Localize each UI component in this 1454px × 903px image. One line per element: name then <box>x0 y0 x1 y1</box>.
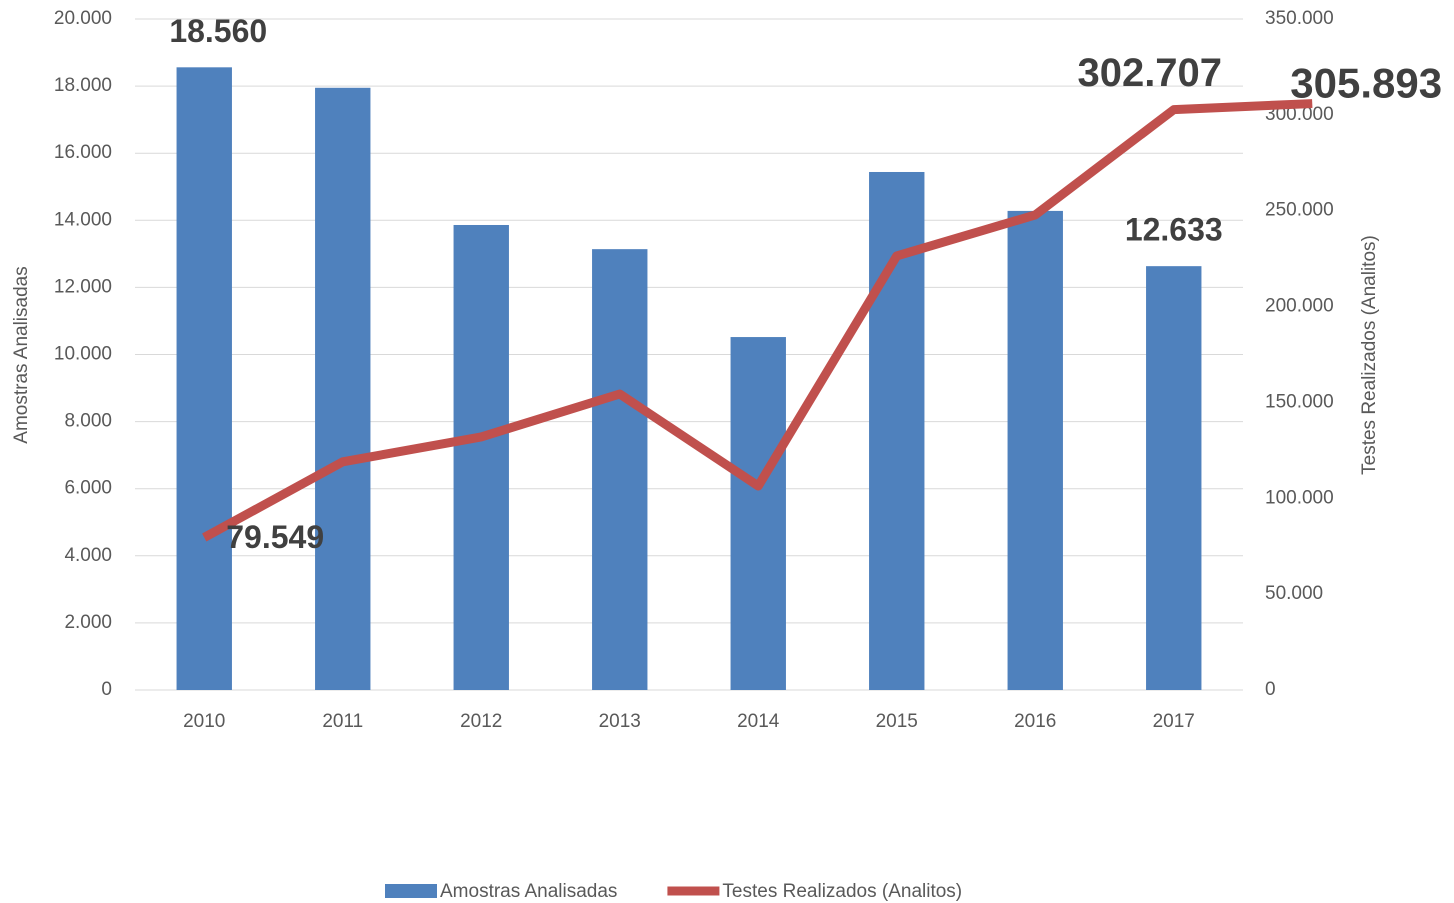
data-label: 18.560 <box>169 13 267 49</box>
x-tick-label: 2014 <box>737 711 780 732</box>
bar <box>592 249 648 690</box>
data-label: 305.893 <box>1290 60 1442 107</box>
data-label: 302.707 <box>1077 51 1222 95</box>
y2-tick-label: 250.000 <box>1265 200 1334 221</box>
legend-label: Amostras Analisadas <box>440 881 617 902</box>
legend-swatch <box>385 884 437 898</box>
bar <box>176 67 232 690</box>
y-tick-label: 20.000 <box>54 8 112 29</box>
y-tick-label: 10.000 <box>54 344 112 365</box>
y-axis-title: Amostras Analisadas <box>11 266 32 443</box>
x-tick-label: 2013 <box>599 711 641 732</box>
y2-tick-label: 50.000 <box>1265 583 1323 604</box>
bar <box>1146 266 1202 690</box>
y2-tick-label: 200.000 <box>1265 296 1334 317</box>
bar <box>315 87 371 691</box>
bar <box>453 224 509 690</box>
line <box>202 99 1313 542</box>
y-tick-label: 6.000 <box>64 478 112 499</box>
y2-tick-label: 0 <box>1265 679 1276 700</box>
y2-tick-label: 350.000 <box>1265 8 1334 29</box>
bar <box>730 337 786 690</box>
y2-tick-label: 100.000 <box>1265 487 1334 508</box>
bar <box>1007 210 1063 690</box>
x-tick-label: 2016 <box>1014 711 1056 732</box>
x-tick-label: 2015 <box>876 711 918 732</box>
x-tick-label: 2012 <box>460 711 502 732</box>
y-tick-label: 0 <box>101 679 112 700</box>
data-label: 79.549 <box>226 519 324 555</box>
y-tick-label: 14.000 <box>54 209 112 230</box>
y-tick-label: 12.000 <box>54 276 112 297</box>
x-tick-label: 2010 <box>183 711 225 732</box>
y-tick-label: 2.000 <box>64 612 112 633</box>
y-tick-label: 18.000 <box>54 75 112 96</box>
y-tick-label: 4.000 <box>64 545 112 566</box>
x-tick-label: 2011 <box>322 711 363 732</box>
y2-tick-label: 150.000 <box>1265 391 1334 412</box>
data-label: 12.633 <box>1125 212 1223 248</box>
y-tick-label: 8.000 <box>64 411 112 432</box>
y2-axis-title: Testes Realizados (Analitos) <box>1359 235 1380 475</box>
legend-label: Testes Realizados (Analitos) <box>722 881 962 902</box>
x-tick-label: 2017 <box>1153 711 1195 732</box>
y-tick-label: 16.000 <box>54 142 112 163</box>
